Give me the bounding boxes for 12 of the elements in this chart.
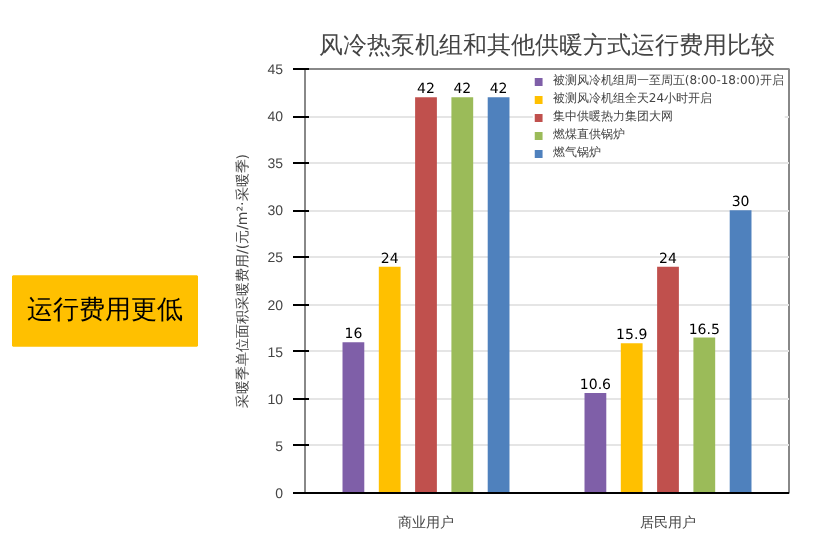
bar [657,266,679,493]
bar [342,342,365,493]
bar [487,97,510,493]
bar [378,266,401,493]
bar [415,97,437,493]
bar [729,210,752,493]
bar [451,97,474,493]
bar [620,343,643,493]
chart-title: 风冷热泵机组和其他供暖方式运行费用比较 [319,31,775,59]
bar [693,337,716,493]
text: 运行费用更低 [27,296,183,327]
bar [584,393,607,493]
